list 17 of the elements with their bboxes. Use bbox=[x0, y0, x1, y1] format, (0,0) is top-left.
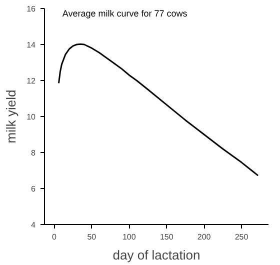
x-axis-title: day of lactation bbox=[112, 248, 200, 262]
x-tick-label: 250 bbox=[234, 232, 249, 242]
y-tick-label: 8 bbox=[31, 148, 36, 158]
y-tick-label: 14 bbox=[26, 40, 36, 50]
chart-title: Average milk curve for 77 cows bbox=[62, 8, 188, 18]
y-tick-label: 12 bbox=[26, 76, 36, 86]
x-tick-label: 200 bbox=[197, 232, 212, 242]
x-tick-label: 150 bbox=[160, 232, 174, 242]
y-tick-label: 6 bbox=[31, 184, 36, 194]
x-tick-label: 100 bbox=[122, 232, 136, 242]
line-series bbox=[58, 43, 259, 176]
x-tick-label: 0 bbox=[52, 232, 58, 242]
y-tick-label: 16 bbox=[26, 4, 36, 14]
y-axis-title: milk yield bbox=[4, 90, 19, 144]
y-tick-label: 4 bbox=[31, 220, 36, 230]
x-tick-label: 50 bbox=[87, 232, 97, 242]
y-tick-label: 10 bbox=[26, 112, 36, 122]
